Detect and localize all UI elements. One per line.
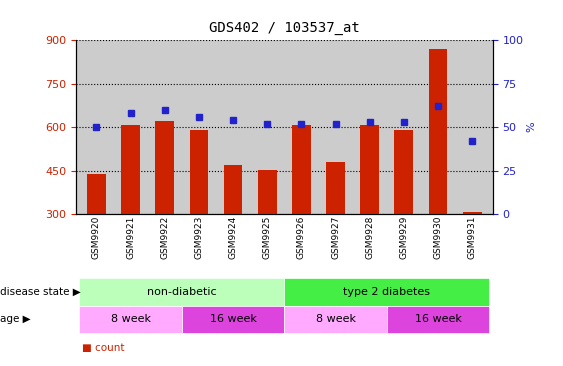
Y-axis label: %: %: [526, 122, 536, 132]
Text: type 2 diabetes: type 2 diabetes: [343, 287, 430, 297]
Bar: [326, 162, 345, 214]
Text: disease state ▶: disease state ▶: [0, 287, 81, 297]
Bar: [121, 125, 140, 214]
Bar: [190, 130, 208, 214]
Title: GDS402 / 103537_at: GDS402 / 103537_at: [209, 21, 360, 35]
Bar: [360, 125, 379, 214]
Bar: [463, 212, 481, 214]
Text: 16 week: 16 week: [414, 314, 462, 324]
Bar: [428, 49, 448, 214]
Text: 16 week: 16 week: [209, 314, 257, 324]
Bar: [258, 170, 276, 214]
Text: 8 week: 8 week: [111, 314, 151, 324]
Bar: [87, 173, 106, 214]
Bar: [155, 122, 174, 214]
Bar: [224, 165, 243, 214]
Bar: [395, 130, 413, 214]
Bar: [292, 125, 311, 214]
Text: 8 week: 8 week: [315, 314, 356, 324]
Text: non-diabetic: non-diabetic: [147, 287, 217, 297]
Text: ■ count: ■ count: [82, 343, 124, 353]
Text: age ▶: age ▶: [0, 314, 30, 324]
